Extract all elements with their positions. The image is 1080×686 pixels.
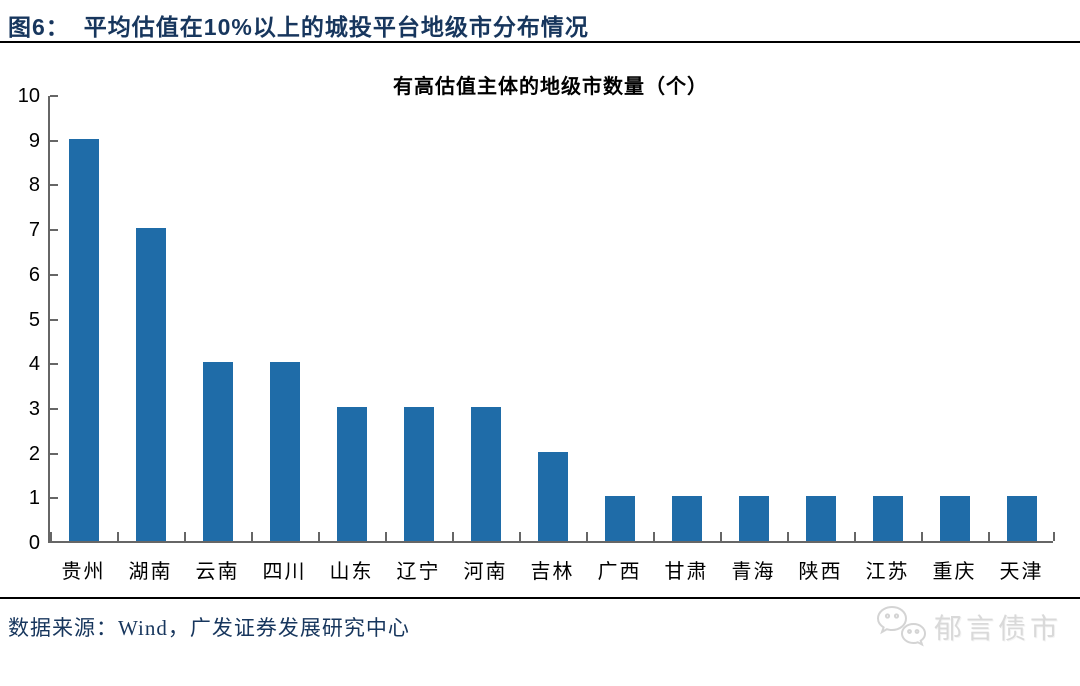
bar xyxy=(671,496,702,541)
x-axis-label: 山东 xyxy=(329,561,374,583)
x-axis-label: 辽宁 xyxy=(396,561,441,583)
bottom-divider xyxy=(0,597,1080,599)
y-axis-label: 7 xyxy=(28,219,40,242)
x-axis-label: 吉林 xyxy=(530,561,575,583)
y-tick xyxy=(50,229,58,232)
y-tick xyxy=(50,184,58,187)
x-axis-label: 云南 xyxy=(195,561,240,583)
bar xyxy=(537,451,568,541)
bar xyxy=(805,496,836,541)
x-axis-label: 陕西 xyxy=(798,561,843,583)
y-tick xyxy=(50,318,58,321)
x-tick xyxy=(854,532,856,541)
bar xyxy=(68,138,99,541)
y-axis-label: 4 xyxy=(28,353,40,376)
y-axis-label: 8 xyxy=(28,174,40,197)
x-tick xyxy=(184,532,186,541)
x-tick xyxy=(787,532,789,541)
x-tick xyxy=(921,532,923,541)
y-tick xyxy=(50,273,58,276)
bar xyxy=(872,496,903,541)
y-tick xyxy=(50,407,58,410)
y-axis-label: 6 xyxy=(28,263,40,286)
x-tick xyxy=(318,532,320,541)
figure-number: 图6： xyxy=(8,14,70,40)
y-axis-label: 2 xyxy=(28,442,40,465)
x-axis-label: 河南 xyxy=(463,561,508,583)
x-tick xyxy=(519,532,521,541)
y-axis-label: 3 xyxy=(28,397,40,420)
y-tick xyxy=(50,452,58,455)
bar xyxy=(403,406,434,541)
x-tick xyxy=(988,532,990,541)
x-axis-label: 重庆 xyxy=(932,561,977,583)
y-axis-label: 0 xyxy=(28,532,40,554)
bar xyxy=(336,406,367,541)
y-axis-label: 1 xyxy=(28,487,40,510)
figure-title-text: 平均估值在10%以上的城投平台地级市分布情况 xyxy=(83,14,589,40)
x-axis-label: 江苏 xyxy=(865,561,910,583)
y-axis-label: 5 xyxy=(28,308,40,331)
bar xyxy=(604,496,635,541)
wechat-icon xyxy=(876,605,926,647)
x-axis-label: 贵州 xyxy=(61,561,106,583)
bar xyxy=(738,496,769,541)
y-axis-label: 9 xyxy=(28,129,40,152)
bar xyxy=(135,228,166,541)
x-axis-label: 甘肃 xyxy=(664,561,709,583)
x-tick xyxy=(452,532,454,541)
figure-title: 图6： 平均估值在10%以上的城投平台地级市分布情况 xyxy=(8,8,1072,42)
bar xyxy=(1006,496,1037,541)
source-text: 数据来源：Wind，广发证券发展研究中心 xyxy=(8,616,410,640)
x-axis-label: 天津 xyxy=(999,561,1044,583)
watermark: 郁言债市 xyxy=(876,604,1062,650)
x-tick xyxy=(251,532,253,541)
y-tick xyxy=(50,139,58,142)
watermark-text: 郁言债市 xyxy=(933,614,1062,645)
chart-title: 有高估值主体的地级市数量（个） xyxy=(393,76,708,98)
x-tick xyxy=(586,532,588,541)
y-tick xyxy=(50,497,58,500)
y-axis-label: 10 xyxy=(17,85,40,107)
bar xyxy=(202,362,233,541)
top-divider xyxy=(0,41,1080,43)
x-axis-label: 广西 xyxy=(597,561,642,583)
x-tick xyxy=(50,532,52,541)
x-axis-label: 青海 xyxy=(731,561,776,583)
bar xyxy=(470,406,501,541)
x-tick xyxy=(1053,532,1055,541)
plot-area: 0 1 2 3 4 5 6 7 8 9 10 贵州 湖南 云南 四川 山东 辽宁 河南 吉林 广西 甘肃 青海 陕西 江苏 重庆… xyxy=(18,86,1055,583)
x-axis-label: 四川 xyxy=(262,561,307,583)
y-tick xyxy=(50,363,58,366)
x-axis-label: 湖南 xyxy=(128,561,173,583)
x-tick xyxy=(385,532,387,541)
y-tick xyxy=(50,95,58,97)
x-tick xyxy=(720,532,722,541)
x-tick xyxy=(117,532,119,541)
x-tick xyxy=(653,532,655,541)
bar xyxy=(939,496,970,541)
bar xyxy=(269,362,300,541)
